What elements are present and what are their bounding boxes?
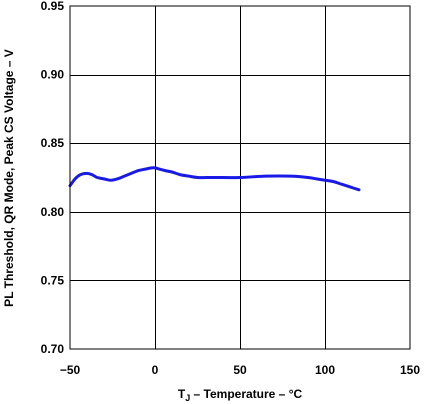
y-tick-label: 0.70 (41, 342, 65, 356)
plot-frame (69, 5, 411, 350)
x-tick-label: 0 (152, 363, 159, 377)
x-tick-label: 50 (233, 363, 247, 377)
x-axis-label-subscript: J (185, 393, 190, 403)
x-tick-label: 100 (315, 363, 335, 377)
y-tick-label: 0.95 (41, 0, 65, 13)
x-axis-label: TJ – Temperature – °C (178, 387, 303, 403)
x-axis-label-suffix: – Temperature – °C (190, 387, 302, 401)
y-axis-label: PL Threshold, QR Mode, Peak CS Voltage –… (2, 49, 16, 307)
x-tick-labels: −50 0 50 100 150 (60, 363, 421, 377)
series-line (68, 166, 361, 192)
y-tick-label: 0.85 (41, 136, 65, 150)
grid (70, 6, 410, 349)
y-tick-label: 0.80 (41, 205, 65, 219)
y-tick-labels: 0.70 0.75 0.80 0.85 0.90 0.95 (41, 0, 65, 356)
y-tick-label: 0.90 (41, 68, 65, 82)
y-tick-label: 0.75 (41, 273, 65, 287)
x-tick-label: −50 (60, 363, 81, 377)
series-layer (68, 166, 361, 192)
x-axis-label-prefix: T (178, 387, 186, 401)
x-tick-label: 150 (400, 363, 420, 377)
